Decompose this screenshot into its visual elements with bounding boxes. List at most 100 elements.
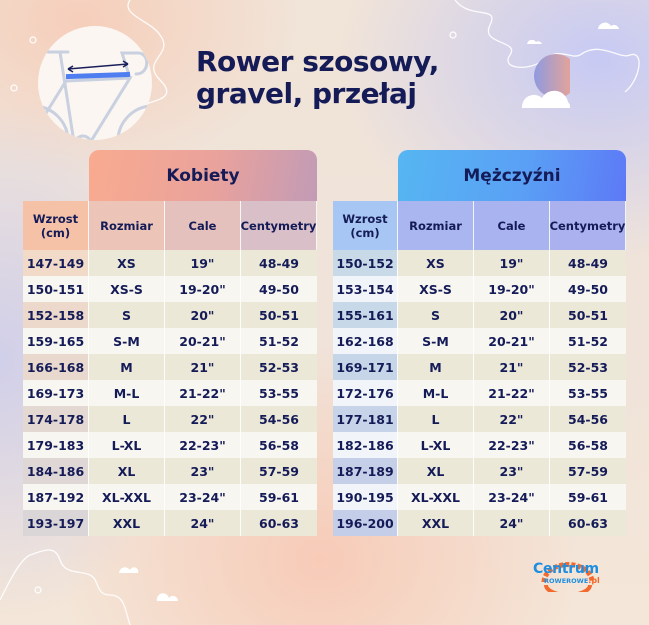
- cell-height: 169-173: [23, 380, 89, 406]
- title-line-1: Rower szosowy,: [196, 45, 439, 78]
- cell-inches: 22-23": [474, 432, 550, 458]
- cell-height: 196-200: [333, 510, 398, 536]
- header-height-line2: (cm): [350, 225, 380, 240]
- cell-cm: 53-55: [550, 380, 626, 406]
- cell-cm: 59-61: [241, 484, 317, 510]
- header-height: Wzrost (cm): [23, 201, 89, 250]
- cell-height: 190-195: [333, 484, 398, 510]
- cell-height: 166-168: [23, 354, 89, 380]
- cell-cm: 53-55: [241, 380, 317, 406]
- cell-height: 147-149: [23, 250, 89, 276]
- cell-inches: 20-21": [165, 328, 241, 354]
- cell-height: 155-161: [333, 302, 398, 328]
- cell-size: M-L: [89, 380, 165, 406]
- cell-size: XS-S: [398, 276, 474, 302]
- sun-cloud-icon: [521, 54, 570, 108]
- cell-inches: 21": [474, 354, 550, 380]
- cell-size: XS: [398, 250, 474, 276]
- cell-height: 172-176: [333, 380, 398, 406]
- cell-inches: 20-21": [474, 328, 550, 354]
- cell-size: L: [398, 406, 474, 432]
- cell-cm: 51-52: [550, 328, 626, 354]
- header-inches: Cale: [165, 201, 241, 250]
- cell-height: 150-151: [23, 276, 89, 302]
- cell-cm: 49-50: [550, 276, 626, 302]
- cell-inches: 23": [165, 458, 241, 484]
- cell-inches: 22-23": [165, 432, 241, 458]
- cell-height: 177-181: [333, 406, 398, 432]
- cell-inches: 24": [165, 510, 241, 536]
- men-table-grid: Wzrost (cm) Rozmiar Cale Centymetry 150-…: [333, 201, 626, 536]
- cell-height: 159-165: [23, 328, 89, 354]
- cell-inches: 21-22": [474, 380, 550, 406]
- cell-height: 184-186: [23, 458, 89, 484]
- header-height-line2: (cm): [40, 225, 71, 240]
- cell-cm: 50-51: [241, 302, 317, 328]
- cell-inches: 23-24": [165, 484, 241, 510]
- cell-cm: 50-51: [550, 302, 626, 328]
- cell-cm: 54-56: [550, 406, 626, 432]
- cell-cm: 49-50: [241, 276, 317, 302]
- header-size: Rozmiar: [398, 201, 474, 250]
- cell-cm: 52-53: [550, 354, 626, 380]
- cell-cm: 54-56: [241, 406, 317, 432]
- cell-inches: 21-22": [165, 380, 241, 406]
- cell-cm: 51-52: [241, 328, 317, 354]
- cell-cm: 56-58: [241, 432, 317, 458]
- page-title: Rower szosowy, gravel, przełaj: [196, 46, 439, 110]
- cell-inches: 19": [474, 250, 550, 276]
- cell-size: XS: [89, 250, 165, 276]
- cell-cm: 57-59: [550, 458, 626, 484]
- cell-inches: 22": [474, 406, 550, 432]
- header-height: Wzrost (cm): [333, 201, 398, 250]
- cell-height: 187-189: [333, 458, 398, 484]
- cell-cm: 48-49: [241, 250, 317, 276]
- header-size: Rozmiar: [89, 201, 165, 250]
- cell-cm: 56-58: [550, 432, 626, 458]
- cell-size: XL-XXL: [398, 484, 474, 510]
- logo-text-rowerowe: ROWEROWE.pl: [544, 576, 600, 585]
- header-height-line1: Wzrost: [32, 211, 79, 226]
- cell-size: XXL: [398, 510, 474, 536]
- cell-height: 153-154: [333, 276, 398, 302]
- cell-inches: 24": [474, 510, 550, 536]
- centrum-rowerowe-logo[interactable]: Centrum ROWEROWE.pl: [530, 552, 610, 592]
- cell-cm: 57-59: [241, 458, 317, 484]
- cell-height: 150-152: [333, 250, 398, 276]
- cell-size: L: [89, 406, 165, 432]
- cell-cm: 59-61: [550, 484, 626, 510]
- men-table-title: Mężczyźni: [398, 150, 626, 201]
- header-height-line1: Wzrost: [342, 211, 388, 226]
- logo-suffix: .pl: [588, 576, 600, 585]
- header-cm: Centymetry: [241, 201, 317, 250]
- cell-size: S: [89, 302, 165, 328]
- bike-frame-measure-icon: [38, 26, 152, 140]
- cell-cm: 48-49: [550, 250, 626, 276]
- cell-height: 193-197: [23, 510, 89, 536]
- cell-height: 179-183: [23, 432, 89, 458]
- header-inches: Cale: [474, 201, 550, 250]
- cell-height: 152-158: [23, 302, 89, 328]
- cell-size: M: [89, 354, 165, 380]
- cell-size: L-XL: [89, 432, 165, 458]
- cell-size: XL: [398, 458, 474, 484]
- cell-height: 169-171: [333, 354, 398, 380]
- cell-height: 182-186: [333, 432, 398, 458]
- cell-inches: 22": [165, 406, 241, 432]
- logo-text-centrum: Centrum: [533, 561, 599, 577]
- cell-size: S: [398, 302, 474, 328]
- logo-rowerowe: ROWEROWE: [544, 577, 589, 585]
- cell-inches: 23-24": [474, 484, 550, 510]
- cell-size: XXL: [89, 510, 165, 536]
- women-table-grid: Wzrost (cm) Rozmiar Cale Centymetry 147-…: [23, 201, 317, 536]
- cell-inches: 19-20": [474, 276, 550, 302]
- cell-inches: 19-20": [165, 276, 241, 302]
- header-cm: Centymetry: [550, 201, 626, 250]
- cell-inches: 20": [474, 302, 550, 328]
- cell-size: XL: [89, 458, 165, 484]
- cell-inches: 21": [165, 354, 241, 380]
- cell-size: XS-S: [89, 276, 165, 302]
- cell-inches: 23": [474, 458, 550, 484]
- cell-cm: 60-63: [550, 510, 626, 536]
- cell-size: L-XL: [398, 432, 474, 458]
